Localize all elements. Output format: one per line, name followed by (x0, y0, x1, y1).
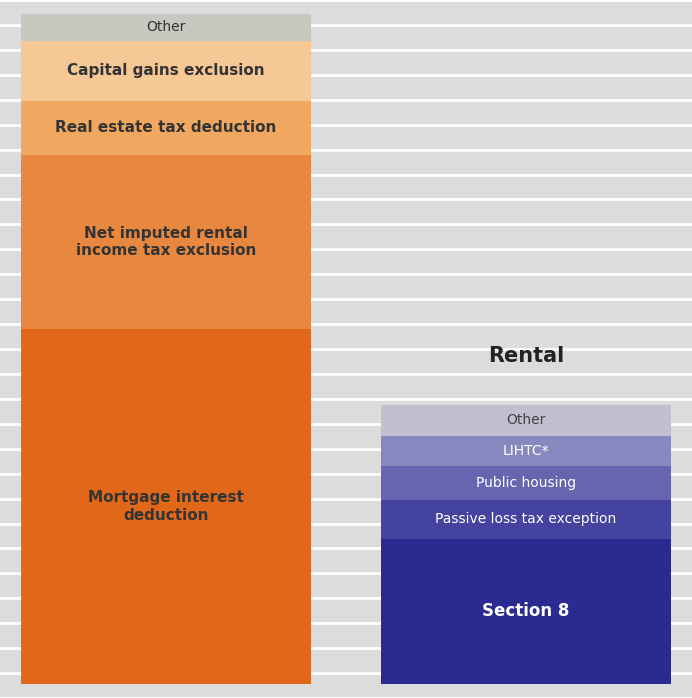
Bar (21, 101, 311, 155)
Bar (381, 539, 671, 684)
Bar (21, 14, 311, 40)
Text: Net imputed rental
income tax exclusion: Net imputed rental income tax exclusion (76, 225, 256, 258)
Bar (21, 40, 311, 101)
Text: Passive loss tax exception: Passive loss tax exception (435, 512, 617, 526)
Text: Real estate tax deduction: Real estate tax deduction (55, 120, 277, 135)
Bar (381, 405, 671, 436)
Bar (21, 329, 311, 684)
Bar (381, 466, 671, 500)
Bar (381, 436, 671, 466)
Text: LIHTC*: LIHTC* (502, 444, 549, 458)
Text: Rental: Rental (488, 346, 564, 366)
Text: Section 8: Section 8 (482, 602, 570, 621)
Text: Public housing: Public housing (476, 476, 576, 490)
Bar (21, 155, 311, 329)
Text: Other: Other (147, 20, 185, 34)
Bar (381, 500, 671, 539)
Text: Capital gains exclusion: Capital gains exclusion (67, 64, 265, 78)
Text: Other: Other (507, 413, 545, 427)
Text: Mortgage interest
deduction: Mortgage interest deduction (88, 490, 244, 523)
